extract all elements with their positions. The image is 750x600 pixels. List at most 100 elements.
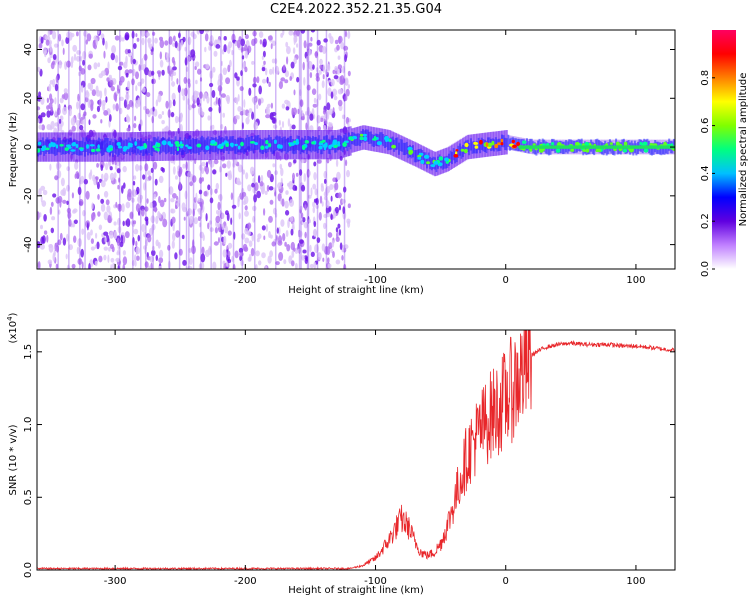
signal-core — [119, 138, 122, 153]
noise-dot — [159, 199, 165, 208]
noise-dot — [268, 68, 273, 75]
signal-blob — [359, 136, 364, 141]
noise-dot — [327, 263, 332, 269]
signal-blob — [109, 147, 113, 151]
spectrogram-frame — [36, 29, 676, 270]
signal-core — [207, 136, 210, 151]
signal-blob — [116, 142, 121, 146]
noise-dot — [77, 112, 81, 120]
noise-dot — [91, 89, 97, 97]
noise-dot — [241, 55, 245, 60]
noise-dot — [328, 206, 332, 212]
noise-dot — [347, 70, 351, 77]
noise-dot — [158, 212, 162, 219]
noise-dot — [140, 64, 144, 71]
noise-dot — [70, 32, 75, 38]
noise-dot — [114, 35, 120, 41]
colorbar-tick-label: 0.6 — [700, 118, 711, 134]
signal-blob — [167, 141, 172, 146]
noise-dot — [209, 188, 213, 196]
signal-blob — [265, 140, 269, 145]
noise-dot — [96, 163, 99, 168]
signal-blob — [373, 135, 377, 141]
noise-dot — [55, 263, 59, 269]
signal-blob — [521, 140, 527, 144]
signal-core — [413, 150, 416, 163]
noise-dot — [37, 261, 41, 269]
noise-dot — [310, 251, 315, 257]
signal-blob — [420, 159, 425, 164]
noise-dot — [215, 39, 221, 45]
noise-dot — [91, 212, 96, 221]
noise-dot — [103, 172, 109, 182]
signal-core — [266, 137, 269, 153]
noise-dot — [183, 76, 188, 84]
noise-dot — [47, 57, 51, 64]
noise-dot — [217, 222, 221, 228]
noise-dot — [263, 60, 266, 65]
noise-dot — [226, 260, 229, 268]
noise-dot — [110, 257, 115, 263]
signal-core — [652, 142, 655, 155]
noise-dot — [150, 51, 154, 56]
noise-dot — [308, 194, 312, 199]
noise-dot — [39, 68, 43, 77]
noise-dot — [125, 218, 131, 228]
signal-core — [638, 139, 641, 152]
noise-dot — [327, 257, 330, 264]
noise-dot — [306, 106, 310, 115]
spectrogram-y-ticks: -40 -20 0 20 40 — [23, 43, 675, 253]
noise-dot — [72, 209, 77, 214]
noise-dot — [62, 237, 67, 246]
noise-dot — [222, 249, 227, 258]
signal-core — [635, 143, 638, 156]
noise-dot — [95, 89, 101, 97]
noise-dot — [212, 66, 216, 73]
noise-dot — [131, 78, 135, 86]
noise-dot — [323, 38, 328, 43]
noise-dot — [39, 212, 42, 218]
noise-dot — [154, 178, 158, 186]
noise-dot — [194, 61, 200, 67]
noise-dot — [198, 177, 203, 184]
noise-dot — [256, 190, 261, 199]
noise-dot — [58, 33, 62, 42]
noise-dot — [58, 209, 61, 215]
noise-dot — [42, 235, 46, 244]
noise-dot — [310, 187, 313, 196]
noise-dot — [117, 217, 121, 226]
signal-core — [308, 136, 311, 152]
noise-dot — [200, 253, 206, 263]
noise-dot — [147, 170, 151, 176]
signal-core — [552, 138, 555, 152]
noise-dot — [191, 104, 196, 109]
noise-dot — [119, 241, 124, 248]
signal-core — [72, 139, 75, 155]
noise-dot — [53, 43, 59, 48]
noise-dot — [140, 78, 145, 84]
signal-core — [146, 140, 149, 156]
signal-core — [129, 140, 132, 156]
noise-dot — [280, 77, 286, 82]
noise-dot — [308, 42, 313, 47]
noise-dot — [314, 188, 318, 196]
noise-dot — [337, 88, 343, 95]
noise-dot — [150, 167, 154, 173]
signal-blob — [550, 142, 555, 146]
noise-dot — [90, 229, 93, 236]
noise-dot — [170, 111, 175, 118]
noise-dot — [79, 56, 83, 62]
signal-blob — [240, 141, 244, 147]
noise-dot — [113, 172, 117, 179]
noise-dot — [256, 237, 260, 243]
noise-dot — [340, 41, 345, 50]
signal-core — [271, 139, 274, 155]
noise-dot — [40, 112, 46, 118]
noise-dot — [240, 38, 245, 47]
snr-frame — [36, 329, 676, 571]
noise-dot — [138, 165, 143, 171]
signal-core — [115, 139, 118, 155]
noise-dot — [117, 203, 122, 210]
noise-dot — [170, 198, 175, 203]
noise-dot — [277, 240, 283, 246]
